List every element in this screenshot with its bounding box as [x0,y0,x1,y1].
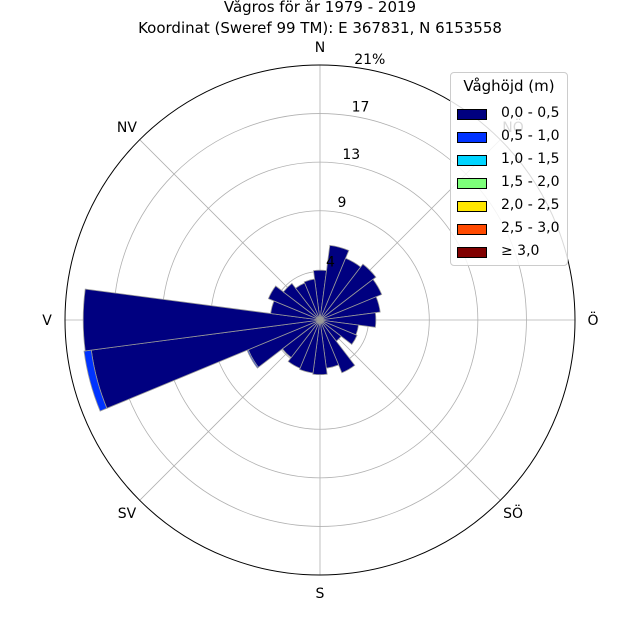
radial-tick-label: 17 [352,99,370,115]
windrose-bar [282,282,321,321]
legend-label: 2,5 - 3,0 [501,220,560,236]
chart-title: Vågros för år 1979 - 2019 [223,0,417,16]
direction-label: Ö [587,311,598,329]
direction-label: SÖ [503,504,523,522]
legend-label: 1,5 - 2,0 [501,174,560,190]
radial-tick-label: 4 [326,254,335,270]
legend-item: 0,0 - 0,5 [457,105,567,125]
windrose-bar [319,278,383,321]
bars-layer [82,244,383,412]
spoke-line [319,319,501,501]
direction-label: N [315,40,325,56]
windrose-bar [319,244,350,321]
windrose-bar [303,278,321,321]
legend-item: ≥ 3,0 [457,243,567,263]
radial-tick-label: 21% [354,52,385,68]
legend-swatch [457,109,487,120]
legend-label: 2,0 - 2,5 [501,197,560,213]
windrose-bar [82,288,321,352]
outer-ring [64,64,576,576]
legend-swatch [457,155,487,166]
legend-title: Våghöjd (m) [463,77,555,95]
legend-swatch [457,178,487,189]
direction-label: NV [117,120,137,136]
windrose-bar [319,296,381,321]
legend-swatch [457,132,487,143]
windrose-bar [267,285,321,321]
legend-item: 2,0 - 2,5 [457,197,567,217]
legend-label: 1,0 - 1,5 [501,151,560,167]
legend: Våghöjd (m) 0,0 - 0,5 0,5 - 1,0 1,0 - 1,… [450,72,568,266]
windrose-bar [319,319,358,345]
radial-tick-label: 9 [338,195,347,211]
direction-label: S [316,586,325,602]
radial-tick-label: 13 [342,147,360,163]
legend-swatch [457,224,487,235]
legend-item: 1,0 - 1,5 [457,151,567,171]
legend-label: 0,0 - 0,5 [501,105,560,121]
legend-swatch [457,247,487,258]
chart-subtitle: Koordinat (Sweref 99 TM): E 367831, N 61… [138,19,502,37]
windrose-bar [319,263,377,321]
windrose-bar [319,312,377,328]
legend-label: ≥ 3,0 [501,243,540,259]
legend-label: 0,5 - 1,0 [501,128,560,144]
windrose-bar [312,319,328,376]
windrose-bar [83,349,108,412]
direction-label: SV [118,506,137,522]
windrose-bar [319,319,356,374]
legend-item: 2,5 - 3,0 [457,220,567,240]
windrose-bar [287,319,321,369]
legend-item: 1,5 - 2,0 [457,174,567,194]
direction-label: V [42,313,52,329]
legend-item: 0,5 - 1,0 [457,128,567,148]
legend-swatch [457,201,487,212]
